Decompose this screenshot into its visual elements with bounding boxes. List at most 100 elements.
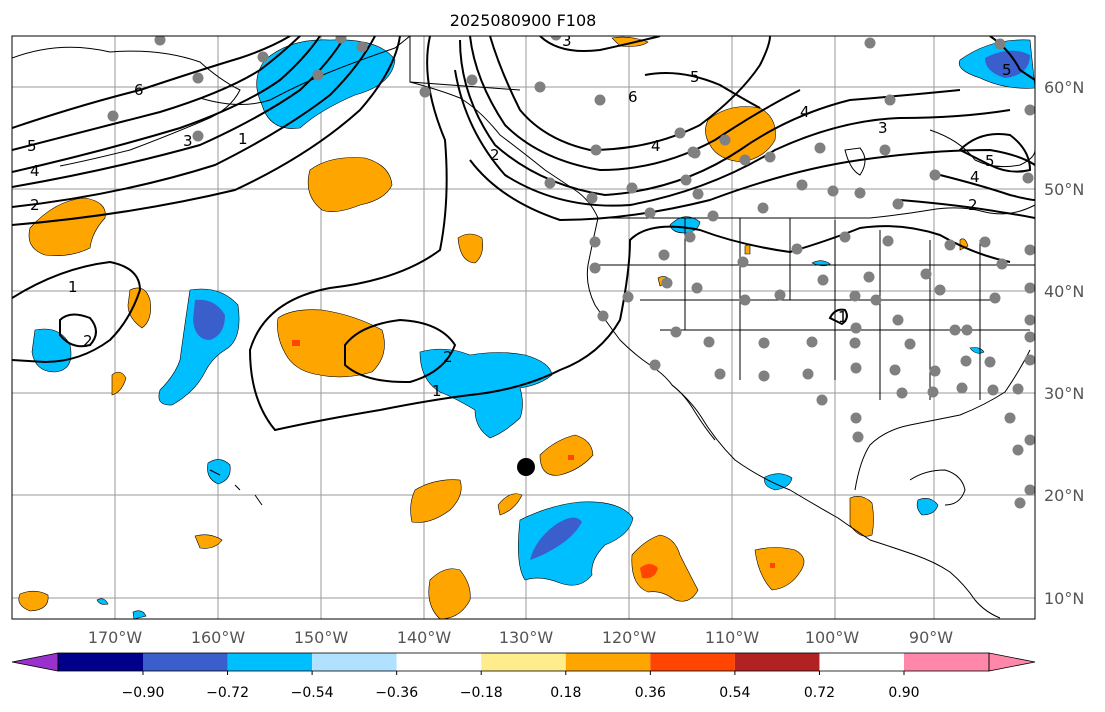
station-dot [1022,172,1034,184]
contour-label: 2 [83,332,93,350]
station-dot [892,314,904,326]
colorbar-tick-label: 0.36 [635,685,666,701]
station-dot [419,86,431,98]
station-dot [764,151,776,163]
gridlines [12,36,1035,619]
station-dot [774,289,786,301]
colorbar-cell [650,653,735,671]
station-dot [590,144,602,156]
station-dot [1024,104,1035,116]
station-dot [850,412,862,424]
station-dot [816,394,828,406]
station-dot [757,202,769,214]
contour-label: 2 [443,348,453,366]
colorbar-tick-label: −0.90 [122,685,165,701]
lon-tick-label: 120°W [602,628,657,647]
station-dot [987,384,999,396]
station-dot [758,370,770,382]
station-dot [534,81,546,93]
station-dot [920,268,932,280]
lon-tick-label: 140°W [397,628,452,647]
station-dot [960,355,972,367]
station-dot [661,277,673,289]
station-dot [550,36,562,41]
storm-center-marker [517,458,535,476]
station-dot [670,326,682,338]
station-dot [689,147,701,159]
station-dot [979,236,991,248]
station-dot [192,130,204,142]
station-dot [889,364,901,376]
contour-label: 3 [878,119,888,137]
station-dot [814,142,826,154]
contour-label-group: 6 5 4 3 2 1 2 1 2 1 6 5 4 3 2 4 5 4 3 2 … [27,32,1012,400]
station-dot [929,169,941,181]
contour-label: 4 [970,168,980,186]
colorbar-tick-label: 0.54 [719,685,750,701]
contour-lines [12,36,1035,432]
longitude-ticks: 170°W 160°W 150°W 140°W 130°W 120°W 110°… [88,628,953,647]
station-dot [594,94,606,106]
contour-label: 3 [562,32,572,50]
station-dot [796,179,808,191]
station-dot [691,282,703,294]
lon-tick-label: 170°W [88,628,143,647]
station-dot [644,207,656,219]
station-dot [107,110,119,122]
map-area: 6 5 4 3 2 1 2 1 2 1 6 5 4 3 2 4 5 4 3 2 … [12,32,1035,619]
station-dot [949,324,961,336]
station-dot [1024,331,1035,343]
station-dot [680,174,692,186]
station-dot [934,284,946,296]
positive-anomaly-regions [18,36,969,619]
station-dot [849,290,861,302]
station-dot [1024,484,1035,496]
contour-label: 2 [968,196,978,214]
station-dot [839,231,851,243]
station-dot [154,36,166,46]
station-dot [626,182,638,194]
colorbar-cell [481,653,566,671]
lon-tick-label: 100°W [805,628,860,647]
contour-label: 2 [30,196,40,214]
station-dot [1004,412,1016,424]
colorbar-cell [58,653,143,671]
colorbar-extend-low [12,653,58,671]
lat-tick-label: 30°N [1044,384,1084,403]
station-dot [739,294,751,306]
station-dot [466,74,478,86]
station-dot [692,188,704,200]
station-dot [904,338,916,350]
station-dot [870,294,882,306]
contour-label: 4 [800,103,810,121]
latitude-ticks: 60°N 50°N 40°N 30°N 20°N 10°N [1044,78,1084,608]
station-dot [817,274,829,286]
contour-label: 2 [490,146,500,164]
strong-positive-regions [292,340,775,579]
lat-tick-label: 40°N [1044,282,1084,301]
station-dot [884,94,896,106]
colorbar-cell [904,653,989,671]
contour-label: 5 [27,137,37,155]
station-dot [927,386,939,398]
station-dot [984,356,996,368]
station-dot [649,359,661,371]
colorbar-tick-label: −0.18 [460,685,503,701]
colorbar-cell [227,653,313,671]
station-markers [107,36,1035,509]
colorbar-tick-label: −0.72 [206,685,249,701]
colorbar-cell [565,653,651,671]
contour-label: 1 [238,130,248,148]
station-dot [879,144,891,156]
station-dot [544,177,556,189]
contour-label: 1 [68,278,78,296]
lon-tick-label: 90°W [909,628,953,647]
station-dot [335,36,347,44]
lat-tick-label: 10°N [1044,589,1084,608]
station-dot [658,249,670,261]
station-dot [896,387,908,399]
station-dot [707,210,719,222]
station-dot [597,310,609,322]
contour-label: 1 [432,382,442,400]
station-dot [827,185,839,197]
